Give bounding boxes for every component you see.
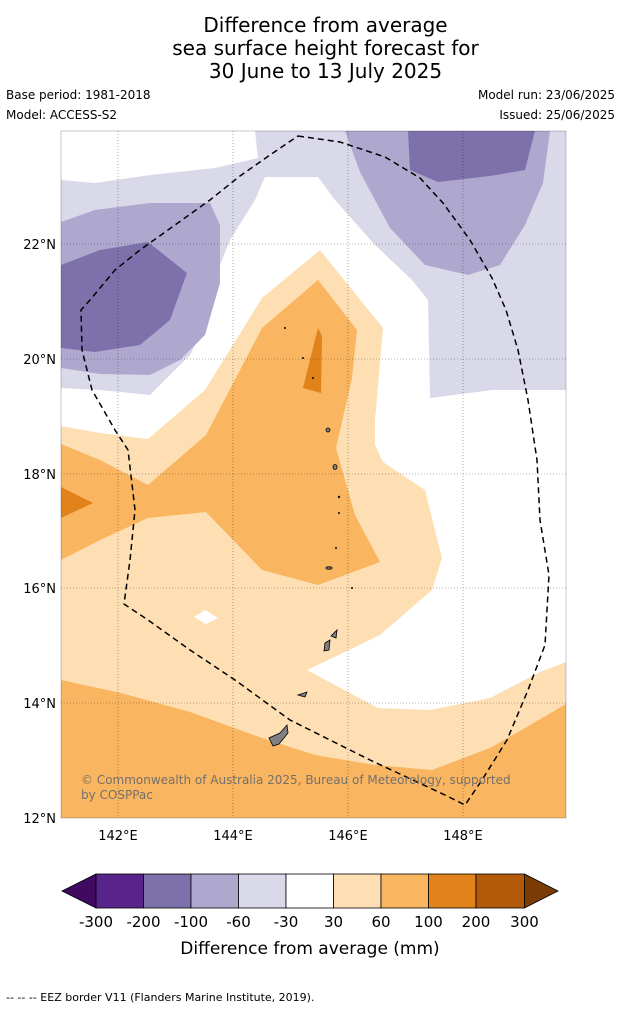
lat-label-14n: 14°N: [23, 697, 56, 712]
issued-label: Issued: 25/06/2025: [499, 108, 615, 122]
colorbar-cell: [190, 873, 239, 909]
zone-neg200-east: [408, 131, 535, 182]
zone-pos30-hole: [194, 610, 218, 624]
colorbar-cell: [95, 873, 144, 909]
colorbar-cell: [143, 873, 192, 909]
colorbar-tick: -200: [126, 913, 160, 931]
colorbar-tick: 300: [510, 913, 539, 931]
island-small-6: [311, 376, 314, 379]
island-small-7: [283, 326, 286, 329]
eez-border-legend: -- -- -- EEZ border V11 (Flanders Marine…: [6, 991, 315, 1004]
colorbar-cell: [380, 873, 429, 909]
zone-pos100-center: [303, 328, 322, 393]
lat-label-18n: 18°N: [23, 468, 56, 483]
island-tinian: [323, 639, 331, 652]
lat-label-16n: 16°N: [23, 582, 56, 597]
colorbar-tick: -30: [274, 913, 299, 931]
island-anatahan: [325, 566, 333, 570]
copyright-line-2: by COSPPac: [81, 788, 153, 802]
axis-labels: 142°E 144°E 146°E 148°E 22°N 20°N 18°N 1…: [23, 238, 483, 844]
colorbar-cell: [285, 873, 334, 909]
islands: [268, 326, 353, 747]
lat-label-20n: 20°N: [23, 353, 56, 368]
island-small-2: [337, 512, 340, 515]
colorbar-tick: -60: [226, 913, 251, 931]
eez-border-line: [80, 135, 550, 806]
colorbar-cell: [238, 873, 287, 909]
island-saipan: [330, 628, 338, 639]
colorbar-label: Difference from average (mm): [180, 939, 439, 959]
island-small-5: [301, 356, 304, 359]
colorbar-cell: [475, 873, 525, 909]
island-rota: [296, 691, 308, 698]
lon-label-142e: 142°E: [98, 829, 138, 844]
colorbar-cell: [428, 873, 477, 909]
lon-label-144e: 144°E: [213, 829, 253, 844]
island-alamagan: [332, 464, 338, 470]
island-pagan: [325, 427, 331, 433]
model-run-label: Model run: 23/06/2025: [477, 88, 615, 102]
base-period-label: Base period: 1981-2018: [6, 88, 151, 102]
title-line-3: 30 June to 13 July 2025: [208, 59, 443, 83]
zone-pos100-west: [61, 487, 93, 518]
lat-label-12n: 12°N: [23, 812, 56, 827]
colorbar-tick: 100: [414, 913, 443, 931]
colorbar-tick: -300: [79, 913, 113, 931]
colorbar: [61, 873, 559, 909]
lon-label-146e: 146°E: [328, 829, 368, 844]
model-label: Model: ACCESS-S2: [6, 108, 118, 122]
colorbar-cell: [333, 873, 382, 909]
colorbar-tick: 60: [371, 913, 390, 931]
zone-pos60-lower: [61, 680, 566, 818]
colorbar-tick: 200: [462, 913, 491, 931]
colorbar-ticks: -300 -200 -100 -60 -30 30 60 100 200 300: [79, 913, 539, 931]
colorbar-extend-low: [61, 873, 97, 909]
lat-label-22n: 22°N: [23, 238, 56, 253]
island-guam: [268, 724, 289, 747]
title-line-1: Difference from average: [203, 13, 448, 37]
island-small-3: [334, 547, 337, 550]
zone-neg200-west: [61, 242, 187, 352]
island-small-4: [350, 587, 353, 590]
zone-pos60-upper: [61, 280, 380, 585]
map-area[interactable]: © Commonwealth of Australia 2025, Bureau…: [61, 131, 566, 818]
gridlines: [61, 131, 566, 818]
copyright-line-1: © Commonwealth of Australia 2025, Bureau…: [81, 773, 511, 787]
island-small-1: [337, 495, 341, 499]
colorbar-tick: 30: [324, 913, 343, 931]
title-line-2: sea surface height forecast for: [172, 36, 479, 60]
colorbar-tick: -100: [174, 913, 208, 931]
lon-label-148e: 148°E: [443, 829, 483, 844]
map-title: Difference from average sea surface heig…: [0, 14, 621, 83]
map-frame: [60, 130, 567, 819]
colorbar-extend-high: [524, 873, 559, 909]
